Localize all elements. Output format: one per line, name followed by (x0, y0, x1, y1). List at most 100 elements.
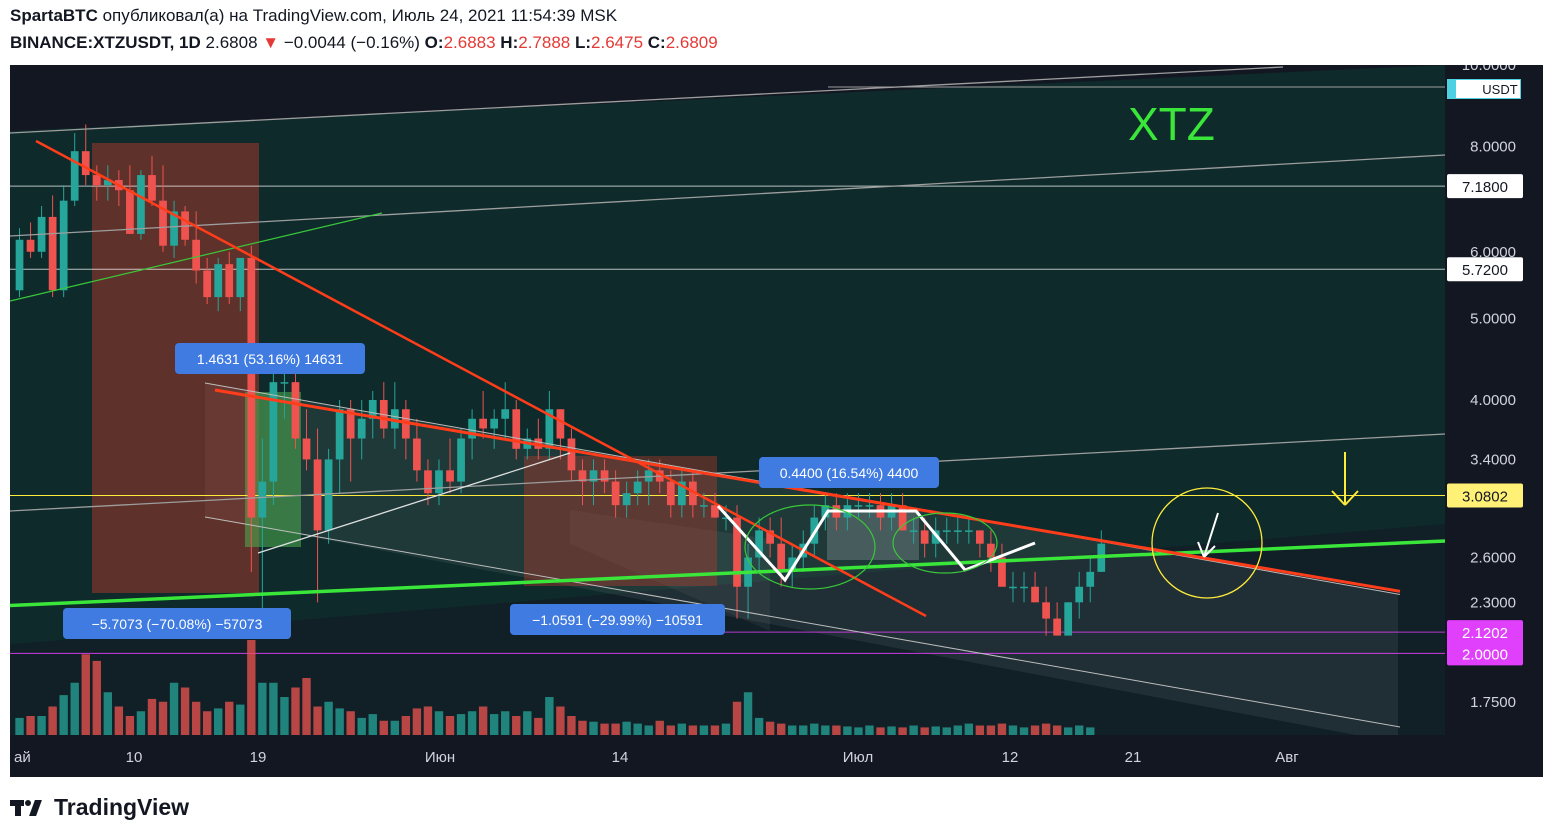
volume-bar (688, 725, 698, 735)
measure-label: −1.0591 (−29.99%) −10591 (532, 612, 703, 628)
price-tick-label: 4.0000 (1470, 392, 1516, 409)
price-label: 5.7200 (1462, 262, 1508, 279)
price-chart[interactable]: 1.4631 (53.16%) 14631 0.4400 (16.54%) 440… (10, 65, 1543, 777)
candle-body (247, 257, 256, 518)
candle-body (677, 481, 686, 506)
currency-badge: USDT (1447, 79, 1521, 99)
volume-bar (666, 725, 675, 735)
candle-body (854, 505, 863, 507)
measure-box-drop-2 (524, 456, 717, 586)
currency-badge-inner (1456, 80, 1520, 98)
candle-body (126, 190, 134, 234)
time-tick-label: 10 (126, 749, 143, 766)
measure-label: −5.7073 (−70.08%) −57073 (92, 616, 263, 632)
candle-body (909, 530, 918, 532)
volume-bar (202, 711, 212, 735)
price-label: 7.1800 (1462, 179, 1508, 196)
candle-body (622, 493, 631, 506)
price-tick-label: 8.0000 (1470, 139, 1516, 156)
volume-bar (854, 727, 863, 735)
volume-bar (1075, 725, 1084, 735)
price-tick-label: 3.4000 (1470, 451, 1516, 468)
time-tick-label: Июл (843, 749, 873, 766)
volume-bar (997, 723, 1007, 735)
volume-bar (523, 711, 532, 735)
candle-body (291, 382, 300, 439)
candle-body (236, 257, 245, 298)
price-label: 2.0000 (1462, 646, 1508, 663)
channel-mid-line (10, 154, 1446, 237)
measure-label-box (510, 604, 725, 635)
volume-bar (1086, 727, 1095, 735)
volume-bar (578, 720, 587, 735)
price-label: 3.0802 (1462, 489, 1508, 506)
volume-bar (434, 711, 444, 735)
symbol-label[interactable]: BINANCE:XTZUSDT, 1D (10, 33, 201, 52)
volume-bar (445, 716, 455, 735)
volume-bar (258, 682, 267, 735)
time-tick-label: 12 (1002, 749, 1019, 766)
target-circle (1151, 487, 1263, 599)
volume-bar (887, 726, 896, 735)
volume-bar (600, 723, 609, 735)
volume-bar (158, 701, 168, 735)
volume-bar (975, 725, 985, 735)
volume-bar (280, 697, 289, 735)
time-axis-bg (10, 735, 1445, 777)
volume-bar (699, 725, 709, 735)
volume-bar (169, 682, 179, 735)
channel-lower-line (10, 433, 1446, 512)
chart-title: XTZ (1128, 98, 1215, 150)
volume-bar (821, 725, 830, 735)
steep-resistance-line (35, 139, 927, 618)
volume-bar (191, 701, 201, 735)
candle-body (1053, 618, 1061, 636)
candle-body (1020, 586, 1028, 589)
volume-bar (655, 720, 664, 735)
candle-body (953, 530, 962, 532)
last-price: 2.6808 (205, 33, 258, 52)
volume-bar (799, 725, 808, 735)
candle-body (733, 517, 741, 587)
time-tick-label: ай (14, 749, 31, 766)
high-label: H: (500, 33, 519, 52)
volume-bar (534, 717, 543, 735)
volume-bar (788, 725, 797, 735)
volume-bar (379, 720, 388, 735)
low-value: 2.6475 (591, 33, 644, 52)
candle-body (898, 505, 907, 531)
volume-bar (677, 723, 687, 735)
volume-bars (15, 640, 1095, 735)
candle-body (1031, 586, 1039, 603)
price-label-box (1447, 641, 1523, 666)
volume-bar (401, 716, 411, 735)
candle-body (633, 481, 642, 494)
candle-body (1075, 586, 1084, 603)
volume-bar (512, 716, 521, 735)
inner-rising-line (257, 452, 571, 554)
price-tick-label: 2.3000 (1470, 594, 1516, 611)
candles (15, 124, 1106, 636)
candle-body (148, 175, 156, 201)
candle-body (1042, 602, 1050, 619)
author-name[interactable]: SpartaBTC (10, 6, 98, 25)
candle-body (689, 481, 697, 506)
high-value: 2.7888 (518, 33, 571, 52)
time-tick-label: 19 (250, 749, 267, 766)
price-tick-label: 5.0000 (1470, 310, 1516, 327)
candle-body (81, 151, 90, 176)
volume-bar (125, 716, 135, 735)
candle-body (987, 543, 995, 558)
candle-body (258, 481, 267, 518)
volume-bar (776, 723, 786, 735)
volume-bar (247, 640, 256, 735)
candle-body (512, 409, 521, 449)
pattern-ellipse (744, 504, 876, 590)
volume-bar (1030, 725, 1040, 735)
price-change: −0.0044 (−0.16%) (283, 33, 420, 52)
volume-bar (269, 682, 278, 735)
measure-label-box (175, 343, 365, 374)
candle-body (1064, 602, 1073, 636)
candle-body (920, 530, 929, 544)
volume-bar (589, 721, 598, 735)
